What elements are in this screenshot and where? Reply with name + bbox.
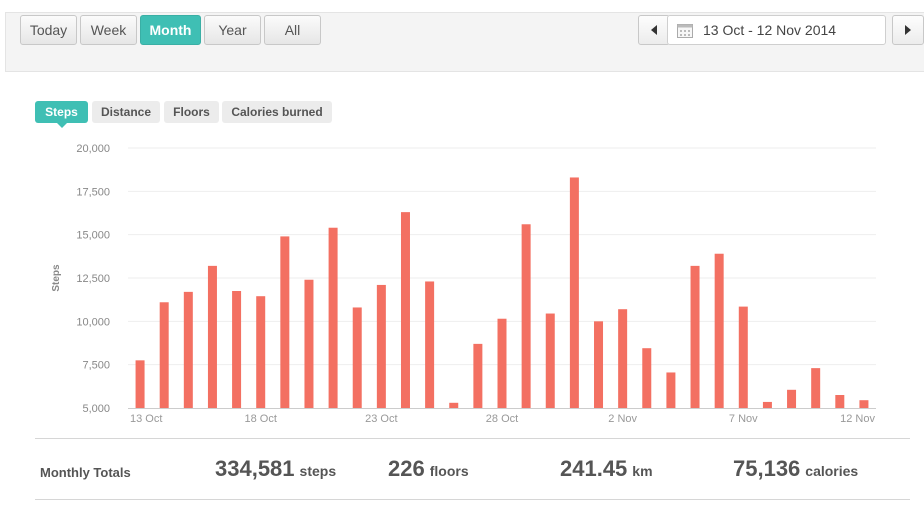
- y-tick-label: 20,000: [76, 143, 110, 155]
- date-range-picker[interactable]: 13 Oct - 12 Nov 2014: [667, 15, 886, 45]
- bar[interactable]: [328, 227, 338, 408]
- x-tick-label: 2 Nov: [608, 413, 637, 425]
- bar[interactable]: [352, 307, 362, 408]
- bar[interactable]: [376, 284, 386, 408]
- totals-title: Monthly Totals: [40, 465, 131, 480]
- total-calories-unit: calories: [805, 463, 859, 479]
- bar[interactable]: [304, 279, 314, 408]
- bar[interactable]: [280, 236, 290, 408]
- bar[interactable]: [569, 177, 579, 408]
- total-distance-value: 241.45: [560, 456, 628, 481]
- total-steps-value: 334,581: [215, 456, 295, 481]
- calendar-icon: [677, 24, 693, 38]
- date-range-label: 13 Oct - 12 Nov 2014: [703, 22, 837, 38]
- x-axis-ticks: 13 Oct 18 Oct 23 Oct 28 Oct 2 Nov 7 Nov 12 Nov: [130, 413, 875, 425]
- total-distance-unit: km: [632, 463, 653, 479]
- x-tick-label: 28 Oct: [486, 413, 518, 425]
- bar[interactable]: [497, 318, 507, 408]
- y-tick-label: 7,500: [82, 360, 110, 372]
- bar[interactable]: [449, 402, 459, 408]
- x-tick-label: 7 Nov: [729, 413, 758, 425]
- total-calories-value: 75,136: [733, 456, 801, 481]
- active-tab-caret: [57, 123, 67, 128]
- x-tick-label: 13 Oct: [130, 413, 162, 425]
- total-steps-unit: steps: [299, 463, 337, 479]
- bar[interactable]: [159, 302, 169, 408]
- chevron-left-icon: [651, 25, 657, 35]
- bar[interactable]: [135, 360, 145, 408]
- steps-bar-chart: 5,000 7,500 10,000 12,500 15,000 17,500 20,000…: [51, 143, 876, 425]
- period-month-button[interactable]: Month: [140, 15, 201, 45]
- bar[interactable]: [690, 265, 700, 408]
- y-tick-label: 10,000: [76, 316, 110, 328]
- y-tick-label: 5,000: [82, 403, 110, 415]
- bar[interactable]: [183, 291, 193, 408]
- next-period-button[interactable]: [892, 15, 924, 45]
- bar[interactable]: [425, 281, 435, 408]
- chevron-right-icon: [905, 25, 911, 35]
- period-today-button[interactable]: Today: [20, 15, 77, 45]
- y-tick-label: 15,000: [76, 230, 110, 242]
- bar[interactable]: [473, 343, 483, 408]
- total-floors-value: 226: [388, 456, 425, 481]
- bar[interactable]: [666, 372, 676, 408]
- bar[interactable]: [859, 400, 869, 408]
- totals-bottom-divider: [35, 499, 910, 500]
- period-year-button[interactable]: Year: [204, 15, 261, 45]
- tab-calories-burned[interactable]: Calories burned: [222, 101, 332, 123]
- tab-steps[interactable]: Steps: [35, 101, 88, 123]
- bar[interactable]: [256, 296, 266, 408]
- x-tick-label: 18 Oct: [245, 413, 277, 425]
- y-tick-label: 17,500: [76, 186, 110, 198]
- bar[interactable]: [714, 253, 724, 408]
- total-steps: 334,581 steps: [215, 456, 336, 482]
- bar[interactable]: [232, 291, 242, 408]
- bar[interactable]: [594, 321, 604, 408]
- tab-distance[interactable]: Distance: [92, 101, 160, 123]
- y-axis-label: Steps: [51, 264, 62, 292]
- bar[interactable]: [835, 395, 845, 408]
- x-tick-label: 12 Nov: [840, 413, 875, 425]
- period-week-button[interactable]: Week: [80, 15, 137, 45]
- bar[interactable]: [400, 212, 410, 408]
- bar[interactable]: [521, 224, 531, 408]
- chart-bars: [135, 177, 869, 408]
- bar[interactable]: [207, 265, 217, 408]
- total-distance: 241.45 km: [560, 456, 653, 482]
- total-floors: 226 floors: [388, 456, 469, 482]
- total-floors-unit: floors: [429, 463, 469, 479]
- bar[interactable]: [787, 389, 797, 408]
- previous-period-button[interactable]: [638, 15, 670, 45]
- bar[interactable]: [642, 348, 652, 408]
- bar[interactable]: [811, 368, 821, 408]
- x-tick-label: 23 Oct: [365, 413, 397, 425]
- y-tick-label: 12,500: [76, 273, 110, 285]
- totals-top-divider: [35, 438, 910, 439]
- tab-floors[interactable]: Floors: [164, 101, 219, 123]
- period-all-button[interactable]: All: [264, 15, 321, 45]
- bar[interactable]: [618, 309, 628, 408]
- bar[interactable]: [762, 401, 772, 408]
- bar[interactable]: [738, 306, 748, 408]
- bar[interactable]: [545, 313, 555, 408]
- y-axis-ticks: 5,000 7,500 10,000 12,500 15,000 17,500 20,000: [76, 143, 110, 415]
- total-calories: 75,136 calories: [733, 456, 858, 482]
